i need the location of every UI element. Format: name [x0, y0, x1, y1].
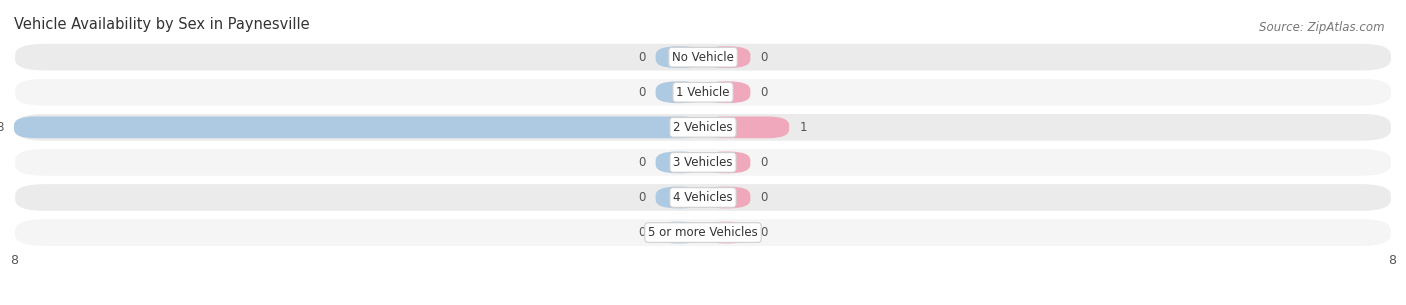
FancyBboxPatch shape — [14, 78, 1392, 107]
Text: 1: 1 — [800, 121, 807, 134]
Text: 0: 0 — [761, 156, 768, 169]
Text: 3 Vehicles: 3 Vehicles — [673, 156, 733, 169]
FancyBboxPatch shape — [14, 117, 703, 138]
Text: 0: 0 — [638, 156, 645, 169]
Text: 1 Vehicle: 1 Vehicle — [676, 86, 730, 99]
FancyBboxPatch shape — [655, 152, 703, 173]
FancyBboxPatch shape — [703, 222, 751, 243]
FancyBboxPatch shape — [655, 46, 703, 68]
FancyBboxPatch shape — [703, 46, 751, 68]
FancyBboxPatch shape — [655, 81, 703, 103]
Text: 0: 0 — [638, 191, 645, 204]
Text: 0: 0 — [761, 51, 768, 64]
Text: 0: 0 — [638, 51, 645, 64]
FancyBboxPatch shape — [14, 113, 1392, 142]
Text: 0: 0 — [638, 86, 645, 99]
FancyBboxPatch shape — [655, 222, 703, 243]
FancyBboxPatch shape — [703, 187, 751, 208]
FancyBboxPatch shape — [14, 183, 1392, 212]
Text: 0: 0 — [638, 226, 645, 239]
Text: 2 Vehicles: 2 Vehicles — [673, 121, 733, 134]
Text: 4 Vehicles: 4 Vehicles — [673, 191, 733, 204]
Text: Vehicle Availability by Sex in Paynesville: Vehicle Availability by Sex in Paynesvil… — [14, 16, 309, 31]
FancyBboxPatch shape — [14, 43, 1392, 72]
Text: 0: 0 — [761, 86, 768, 99]
Text: 0: 0 — [761, 191, 768, 204]
FancyBboxPatch shape — [655, 187, 703, 208]
FancyBboxPatch shape — [703, 81, 751, 103]
Text: Source: ZipAtlas.com: Source: ZipAtlas.com — [1260, 21, 1385, 34]
FancyBboxPatch shape — [14, 218, 1392, 247]
FancyBboxPatch shape — [703, 152, 751, 173]
FancyBboxPatch shape — [14, 148, 1392, 177]
Text: 0: 0 — [761, 226, 768, 239]
Text: 8: 8 — [0, 121, 4, 134]
Text: No Vehicle: No Vehicle — [672, 51, 734, 64]
Text: 5 or more Vehicles: 5 or more Vehicles — [648, 226, 758, 239]
FancyBboxPatch shape — [703, 117, 789, 138]
